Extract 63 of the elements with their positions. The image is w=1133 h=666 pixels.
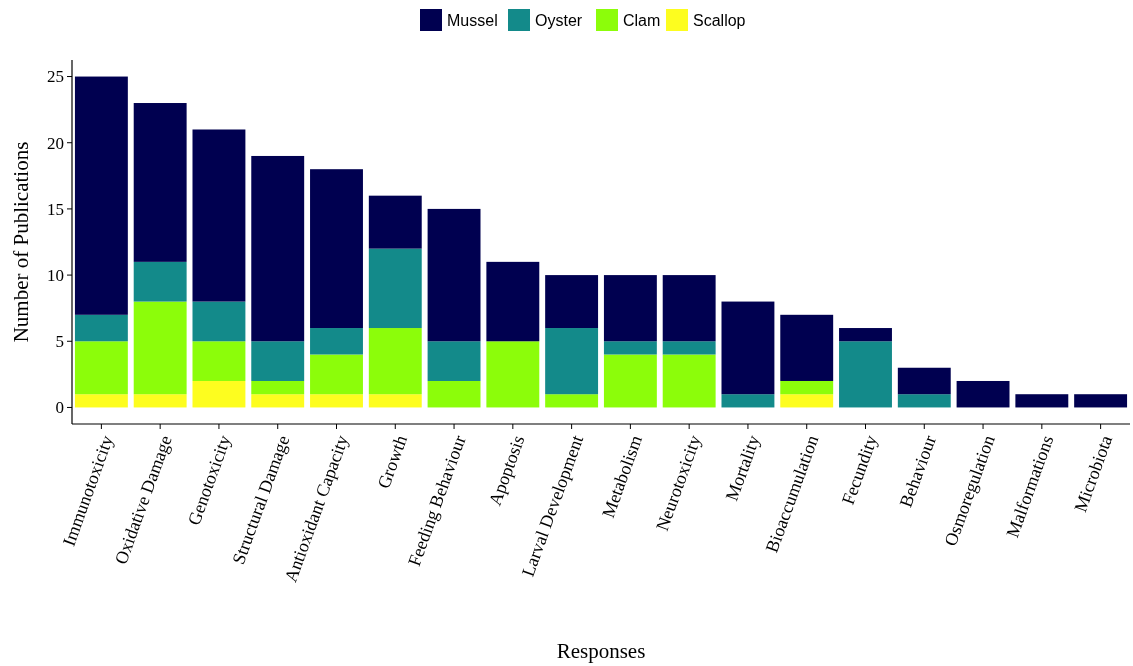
x-axis-title: Responses [556,639,646,663]
legend-label: Oyster [535,11,583,29]
bar [721,394,775,408]
bar [1015,394,1069,408]
y-tick-label: 15 [47,199,64,219]
bar [74,314,128,342]
bar [956,380,1010,408]
legend-label: Scallop [693,11,746,29]
bar [251,155,305,342]
legend-label: Mussel [447,11,498,29]
bar [133,261,187,302]
bar [251,394,305,408]
legend-label: Clam [623,11,661,29]
bar [310,354,363,395]
y-axis-title: Number of Publications [9,141,33,343]
bar [192,129,246,302]
bar [251,380,305,395]
bar [662,275,716,342]
bar [897,367,951,395]
y-tick-label: 0 [55,398,64,418]
bar [780,314,834,381]
x-tick-label: Growth [373,432,411,492]
bar [133,103,187,262]
bar [427,341,481,381]
bar [310,328,363,355]
bar [133,394,187,408]
bar [427,208,481,342]
bar [780,394,834,408]
bar [603,275,657,342]
bar [545,394,599,408]
bar [368,328,422,395]
y-tick-label: 5 [55,332,64,352]
bar [368,248,422,329]
bar [897,394,951,408]
bar [74,76,128,315]
bar [74,341,128,395]
bar [192,301,246,342]
bar [839,328,892,342]
bar [662,354,716,408]
bar [192,341,246,381]
bar [427,380,481,408]
bar [545,328,599,395]
bar [839,341,892,408]
bar [721,301,775,395]
bar [251,341,305,381]
bar [368,394,422,408]
bar [486,341,540,408]
y-tick-label: 10 [47,266,64,286]
bar [603,341,657,355]
y-tick-label: 20 [47,133,64,153]
bar [133,301,187,395]
bar [310,169,363,329]
bar [603,354,657,408]
bar [545,275,599,329]
bar [192,380,246,408]
bar [486,261,540,342]
bar [662,341,716,355]
bar [780,380,834,395]
bar [368,195,422,249]
bar [1074,394,1128,408]
bar [74,394,128,408]
y-tick-label: 25 [47,67,64,87]
bar [310,394,363,408]
